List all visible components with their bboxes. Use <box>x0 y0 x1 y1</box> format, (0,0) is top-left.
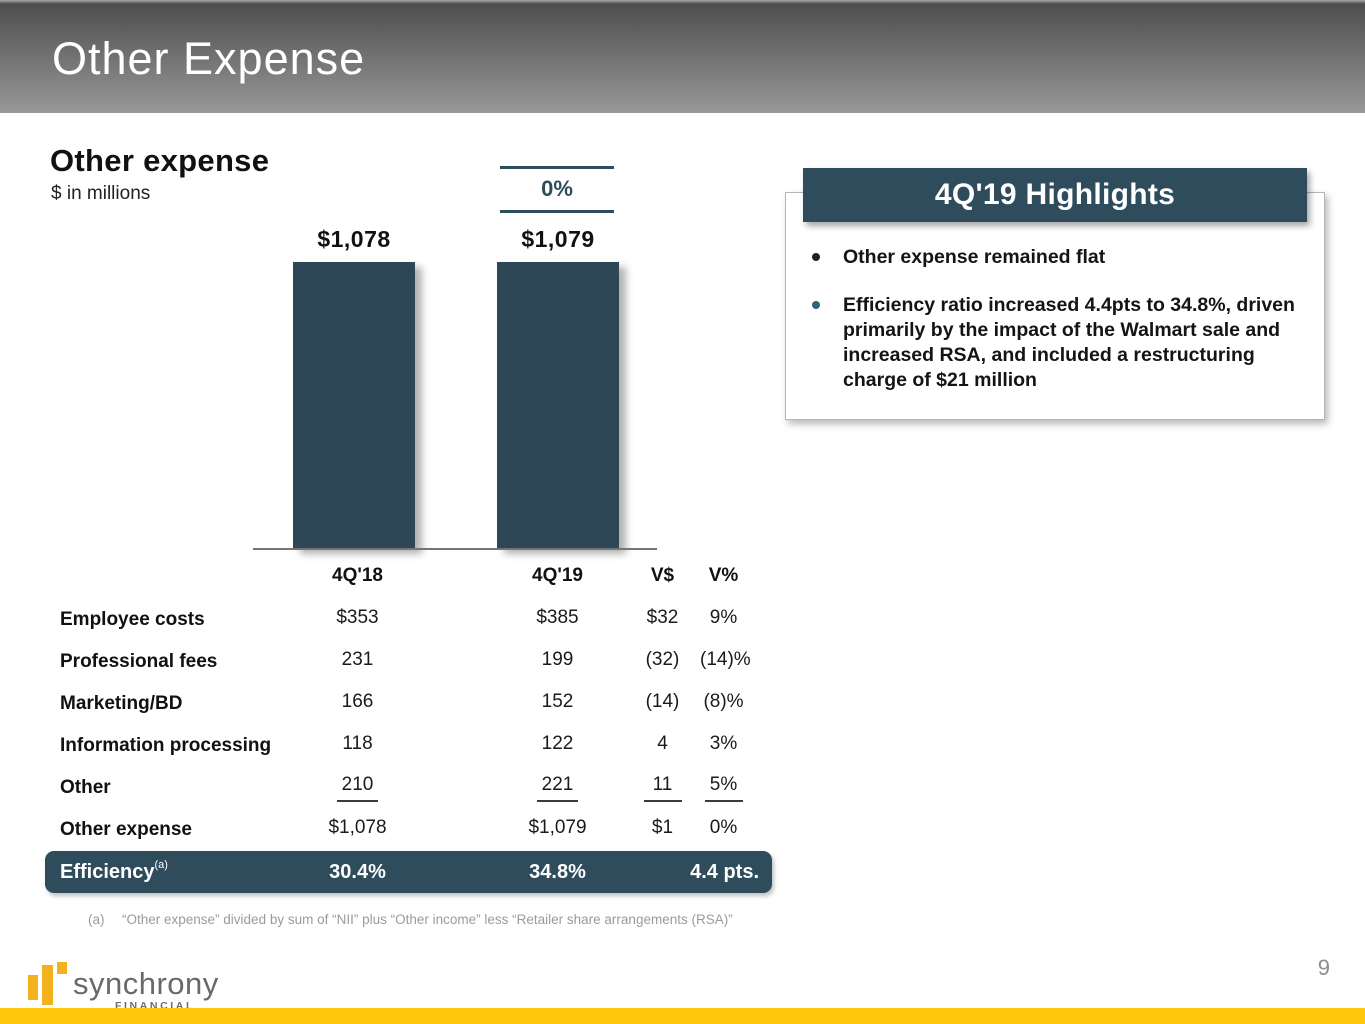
efficiency-4q19: 34.8% <box>529 860 586 883</box>
table-row: Professional fees 231 199 (32) (14)% <box>45 641 752 683</box>
cell-vpercent: 3% <box>709 733 738 754</box>
bar-value-label-4q18: $1,078 <box>317 226 391 252</box>
cell-vpercent: 5% <box>695 774 752 802</box>
chart-units-label: $ in millions <box>51 183 151 204</box>
chart-heading: Other expense <box>50 143 270 178</box>
row-label: Other <box>60 777 111 798</box>
cell-vpercent: 9% <box>709 607 738 628</box>
cell-vpercent: 0% <box>709 817 738 838</box>
bullet-dot-icon <box>812 253 820 261</box>
cell-4q19: $385 <box>536 607 579 628</box>
table-row: Employee costs $353 $385 $32 9% <box>45 599 752 641</box>
footnote-marker: (a) <box>88 912 105 927</box>
row-label: Information processing <box>60 735 272 756</box>
row-label: Marketing/BD <box>60 693 183 714</box>
cell-4q19: 221 <box>485 774 630 802</box>
cell-4q19: 152 <box>541 691 574 712</box>
logo-wordmark: synchrony <box>73 966 219 1001</box>
highlights-bullet-list: Other expense remained flat Efficiency ra… <box>806 245 1306 416</box>
cell-vdollar: $1 <box>651 817 674 838</box>
cell-4q19: 199 <box>541 649 574 670</box>
footnote-text: “Other expense” divided by sum of “NII” … <box>122 912 733 927</box>
cell-4q18: 231 <box>341 649 374 670</box>
bar-value-label-4q19: $1,079 <box>521 226 595 252</box>
table-header-vdollar: V$ <box>650 565 675 586</box>
highlights-title-band: 4Q'19 Highlights <box>803 168 1307 222</box>
cell-vpercent: (14)% <box>700 649 751 670</box>
cell-vdollar: (32) <box>645 649 680 670</box>
cell-4q19: 122 <box>541 733 574 754</box>
expense-table: Employee costs $353 $385 $32 9% Professional … <box>45 599 752 851</box>
efficiency-row: Efficiency(a) 30.4% 34.8% 4.4 pts. <box>45 851 772 893</box>
page-title: Other Expense <box>52 33 366 84</box>
row-label: Other expense <box>60 819 192 840</box>
table-header-row: 4Q'18 4Q'19 V$ V% <box>45 561 752 591</box>
table-header-4q19: 4Q'19 <box>532 565 583 586</box>
cell-vdollar: (14) <box>645 691 680 712</box>
table-row: Information processing 118 122 4 3% <box>45 725 752 767</box>
row-label: Employee costs <box>60 609 205 630</box>
highlight-bullet: Efficiency ratio increased 4.4pts to 34.… <box>806 293 1306 393</box>
variance-label: 0% <box>541 176 573 201</box>
cell-4q18: 210 <box>285 774 430 802</box>
synchrony-logo: synchrony FINANCIAL <box>28 958 218 1012</box>
cell-4q18: 166 <box>341 691 374 712</box>
bar-4q19 <box>497 262 619 549</box>
cell-vdollar: 4 <box>657 733 668 754</box>
highlights-title: 4Q'19 Highlights <box>934 178 1176 211</box>
slide-header: Other Expense <box>0 0 1365 113</box>
bottom-accent-bar <box>0 1008 1365 1024</box>
bullet-text: Other expense remained flat <box>843 246 1106 268</box>
footnote: (a) “Other expense” divided by sum of “N… <box>88 912 733 927</box>
bar-4q18 <box>293 262 415 549</box>
table-header-vpercent: V% <box>708 565 739 586</box>
efficiency-label: Efficiency(a) <box>60 858 168 883</box>
highlights-card <box>785 192 1325 420</box>
cell-4q18: $353 <box>336 607 379 628</box>
highlight-bullet: Other expense remained flat <box>806 245 1306 270</box>
bullet-text: Efficiency ratio increased 4.4pts to 34.… <box>843 294 1295 391</box>
cell-vdollar: 11 <box>630 774 695 802</box>
table-row: Other 210 221 11 5% <box>45 767 752 809</box>
table-header-4q18: 4Q'18 <box>332 565 383 586</box>
table-row: Other expense $1,078 $1,079 $1 0% <box>45 809 752 851</box>
page-number: 9 <box>1317 955 1330 980</box>
cell-vdollar: $32 <box>646 607 679 628</box>
cell-4q18: 118 <box>342 733 373 754</box>
efficiency-variance: 4.4 pts. <box>690 860 759 883</box>
chart-baseline <box>253 548 657 550</box>
variance-marker: 0% <box>500 166 614 213</box>
cell-4q19: $1,079 <box>528 817 587 838</box>
table-row: Marketing/BD 166 152 (14) (8)% <box>45 683 752 725</box>
cell-vpercent: (8)% <box>703 691 744 712</box>
synchrony-logo-icon <box>28 958 68 1006</box>
cell-4q18: $1,078 <box>328 817 387 838</box>
row-label: Professional fees <box>60 651 218 672</box>
efficiency-footnote-marker: (a) <box>154 858 168 871</box>
bullet-dot-icon <box>812 301 820 309</box>
efficiency-4q18: 30.4% <box>329 860 386 883</box>
